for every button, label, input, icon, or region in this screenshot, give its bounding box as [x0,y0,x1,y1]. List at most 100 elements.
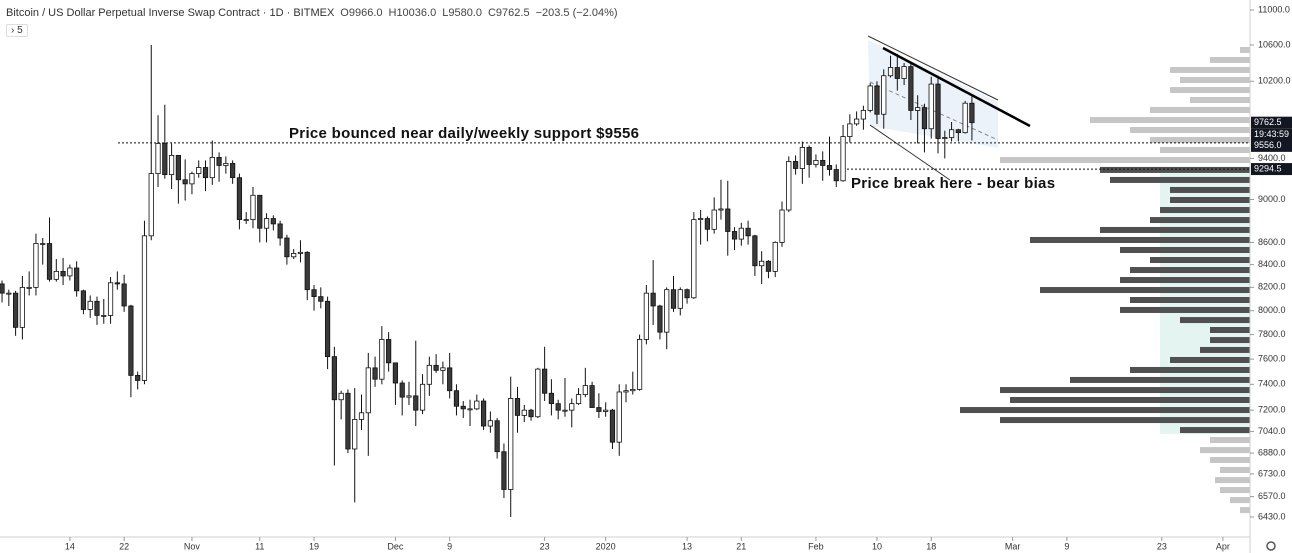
candle-body [46,243,53,280]
candle-body [324,300,331,358]
candle-body [799,147,805,169]
x-tick-label: 21 [736,541,746,551]
candle-body [250,194,256,221]
candle-body [759,260,765,267]
candle-body [562,409,568,412]
candle-body [74,267,80,292]
candle-body [345,392,351,450]
x-tick-label: 23 [1157,541,1167,551]
settings-icon[interactable] [1266,541,1276,551]
candle-body [548,392,555,405]
candle-body [33,243,39,288]
volume-row [1120,247,1250,254]
candle-body [664,289,670,333]
candle-body [609,409,616,443]
volume-row [1200,346,1250,353]
volume-row [1180,76,1250,83]
volume-row [1200,447,1250,454]
candle-body [196,167,202,174]
candle-body [738,227,744,240]
candle-body [752,235,758,267]
candle-body [352,418,358,450]
candle-body [670,289,677,309]
chevron: › [11,25,15,36]
candle-body [223,163,229,166]
candle-body [399,382,405,398]
candle-body [792,161,799,169]
candle-body [263,218,270,229]
candle-body [480,400,487,427]
candle-body [786,161,792,211]
candle-body [277,223,283,239]
candle-body [107,282,114,316]
candle-body [209,157,215,179]
candle-body [711,209,717,230]
volume-row [1000,387,1250,394]
candle-body [779,209,785,243]
candle-body [806,147,812,165]
volume-row [1210,337,1250,344]
channel-top [867,35,999,101]
candle-body [969,102,975,124]
y-tick-label: 8600.0 [1258,237,1286,247]
candle-body [426,364,432,385]
candle-body [460,405,466,410]
y-tick-label: 7400.0 [1258,379,1286,389]
candle-body [182,179,188,185]
candle-body [731,231,738,240]
candle-body [331,356,337,401]
candle-body [155,143,161,174]
volume-row [1210,437,1250,444]
candle-body [284,237,290,258]
candle-body [874,85,880,115]
volume-row [1210,326,1250,333]
candle-body [257,194,263,229]
candle-body [372,367,378,380]
y-tick-label: 6880.0 [1258,447,1286,457]
candle-body [555,403,561,411]
candle-body [236,177,243,221]
candle-body [487,420,493,427]
y-tick-label: 6730.0 [1258,468,1286,478]
candle-body [521,409,527,416]
candle-body [80,290,87,310]
indicator-badge[interactable]: › 5 [6,24,28,37]
volume-row [1100,166,1250,173]
volume-row [1160,207,1250,214]
volume-row [1130,127,1250,134]
candle-body [908,66,914,111]
volume-row [1120,277,1250,284]
candle-body [894,67,900,79]
candle-body [406,395,412,398]
y-tick-label: 7600.0 [1258,353,1286,363]
badge-count: 5 [17,25,23,36]
last-price-label: 9762.5 [1254,117,1282,127]
candle-body [291,253,297,258]
candle-body [745,227,751,237]
x-tick-label: 22 [119,541,129,551]
countdown-label: 19:43:59 [1254,129,1289,139]
x-tick-label: 11 [255,541,264,551]
candle-body [684,289,690,299]
volume-row [1210,56,1250,63]
candle-body [135,375,141,381]
candle-body [915,107,921,111]
candle-body [691,219,697,299]
candle-body [304,251,310,291]
volume-row [1240,46,1250,53]
candle-body [840,136,846,182]
volume-row [1150,217,1250,224]
x-tick-label: 2020 [596,541,616,551]
candle-body [867,85,873,111]
y-tick-label: 6430.0 [1258,511,1286,521]
candle-body [616,391,622,443]
x-tick-label: Mar [1005,541,1021,551]
volume-row [1170,87,1250,94]
header-change: −203.5 (−2.04%) [535,7,618,19]
candle-body [440,367,446,371]
trend-line [882,46,1031,128]
y-tick-label: 9000.0 [1258,194,1286,204]
candle-body [60,270,66,277]
candle-body [854,118,860,125]
